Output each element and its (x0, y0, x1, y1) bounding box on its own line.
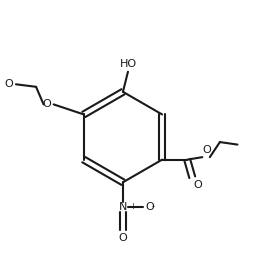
Text: N: N (119, 202, 127, 212)
Text: O: O (119, 232, 127, 243)
Text: O: O (5, 79, 14, 89)
Text: -: - (152, 202, 155, 211)
Text: HO: HO (120, 59, 137, 69)
Text: O: O (146, 202, 154, 212)
Text: O: O (42, 99, 51, 109)
Text: O: O (202, 145, 211, 155)
Text: O: O (193, 180, 202, 190)
Text: +: + (129, 202, 136, 211)
